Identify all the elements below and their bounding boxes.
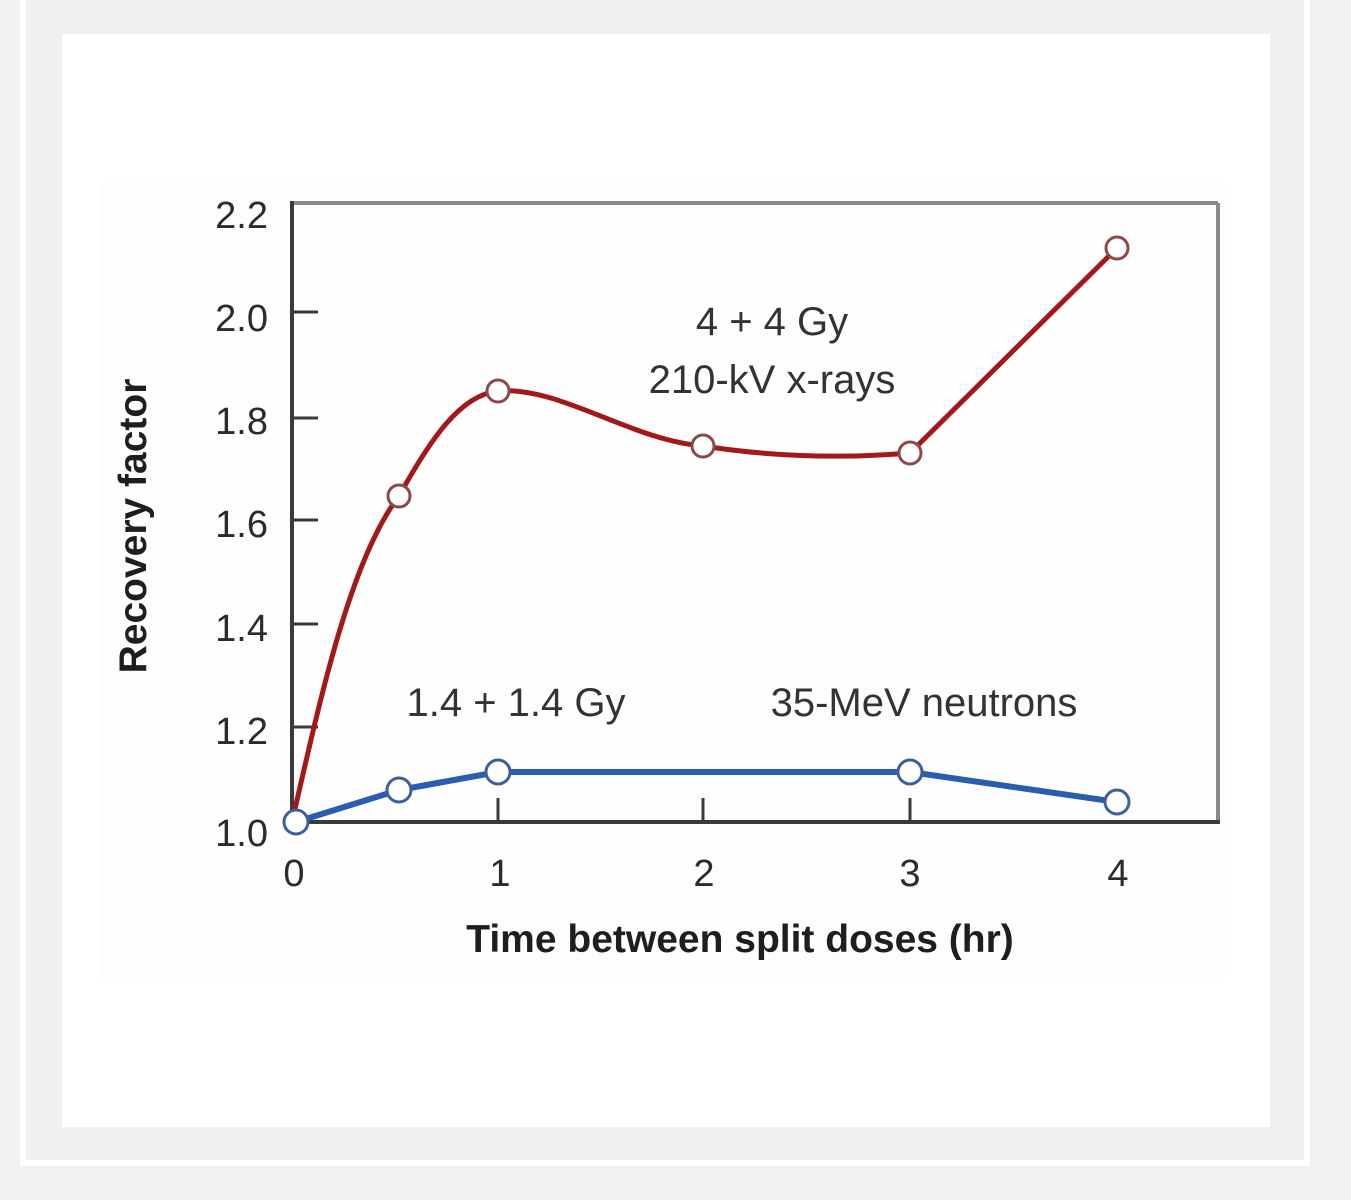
y-tick-labels: 2.2 2.0 1.8 1.6 1.4 1.2 1.0 xyxy=(215,195,268,855)
y-tick-2.2: 2.2 xyxy=(215,195,268,237)
y-tick-1.4: 1.4 xyxy=(215,608,268,650)
x-tick-2: 2 xyxy=(693,853,714,895)
x-tick-1: 1 xyxy=(489,853,510,895)
y-tick-1.2: 1.2 xyxy=(215,711,268,753)
neutron-dose-annotation: 1.4 + 1.4 Gy xyxy=(406,681,625,725)
xray-point-4 xyxy=(1104,235,1130,261)
x-tick-4: 4 xyxy=(1107,853,1128,895)
xray-point-2 xyxy=(690,433,716,459)
x-tick-labels: 0 1 2 3 4 xyxy=(283,853,1128,895)
y-tick-2.0: 2.0 xyxy=(215,298,268,340)
xray-point-1 xyxy=(485,378,511,404)
y-tick-1.8: 1.8 xyxy=(215,401,268,443)
neutron-point-0.5 xyxy=(385,776,413,804)
neutron-source-annotation: 35-MeV neutrons xyxy=(771,681,1078,725)
x-ticks xyxy=(496,798,912,822)
x-tick-0: 0 xyxy=(283,853,304,895)
xray-point-3 xyxy=(897,440,923,466)
y-tick-1.6: 1.6 xyxy=(215,504,268,546)
neutron-series-line xyxy=(295,769,1118,825)
x-axis-title: Time between split doses (hr) xyxy=(466,918,1014,961)
neutron-point-0 xyxy=(282,808,310,836)
y-axis-title: Recovery factor xyxy=(112,379,155,674)
y-ticks xyxy=(292,310,318,729)
xray-point-0.5 xyxy=(386,483,412,509)
xray-dose-annotation: 4 + 4 Gy xyxy=(696,300,848,344)
x-tick-3: 3 xyxy=(899,853,920,895)
figure-background xyxy=(100,183,1225,978)
xray-markers xyxy=(386,235,1130,509)
neutron-markers xyxy=(282,758,1131,836)
neutron-point-3 xyxy=(896,758,924,786)
neutron-point-1 xyxy=(484,758,512,786)
xray-source-annotation: 210-kV x-rays xyxy=(649,358,896,402)
neutron-point-4 xyxy=(1103,788,1131,816)
y-tick-1.0: 1.0 xyxy=(215,813,268,855)
